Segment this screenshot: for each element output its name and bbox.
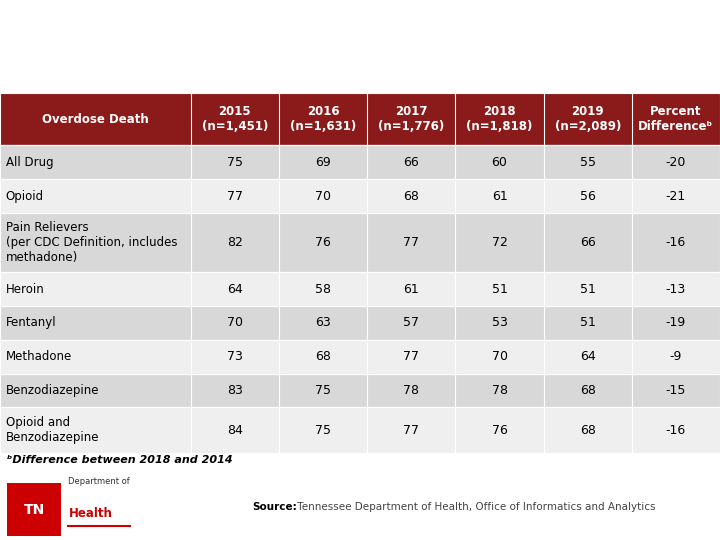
Text: 83: 83 xyxy=(227,384,243,397)
Bar xyxy=(0,213,720,272)
Text: Tennessee Department of Health, Office of Informatics and Analytics: Tennessee Department of Health, Office o… xyxy=(294,502,655,512)
Text: 61: 61 xyxy=(403,282,419,295)
Text: -16: -16 xyxy=(666,236,686,249)
Text: 77: 77 xyxy=(403,236,419,249)
Text: 68: 68 xyxy=(580,384,595,397)
Text: Benzodiazepine: Benzodiazepine xyxy=(6,384,99,397)
Text: 51: 51 xyxy=(580,316,595,329)
Text: 73: 73 xyxy=(227,350,243,363)
Text: 76: 76 xyxy=(315,236,331,249)
Bar xyxy=(0,272,720,306)
Text: -9: -9 xyxy=(670,350,682,363)
Text: 55: 55 xyxy=(580,156,595,169)
Text: 2015
(n=1,451): 2015 (n=1,451) xyxy=(202,105,268,133)
Bar xyxy=(0,145,720,179)
Text: 77: 77 xyxy=(227,190,243,202)
Text: death by type of overdose death among all individuals who died by year, 2015: death by type of overdose death among al… xyxy=(10,35,660,50)
Text: Source:: Source: xyxy=(252,502,297,512)
Text: 53: 53 xyxy=(492,316,508,329)
Text: All Drug: All Drug xyxy=(6,156,53,169)
Text: Methadone: Methadone xyxy=(6,350,72,363)
Text: Opioid and
Benzodiazepine: Opioid and Benzodiazepine xyxy=(6,416,99,444)
Text: Percent who filled any prescription in the Tennessee CSMD within 365 days of: Percent who filled any prescription in t… xyxy=(10,4,657,19)
Text: 2019
(n=2,089): 2019 (n=2,089) xyxy=(554,105,621,133)
Bar xyxy=(0,453,720,483)
Bar xyxy=(0,93,720,145)
Text: 60: 60 xyxy=(492,156,508,169)
Text: Fentanyl: Fentanyl xyxy=(6,316,56,329)
Text: 64: 64 xyxy=(580,350,595,363)
Text: 2017
(n=1,776): 2017 (n=1,776) xyxy=(378,105,444,133)
Text: 66: 66 xyxy=(403,156,419,169)
Text: 64: 64 xyxy=(227,282,243,295)
Text: 63: 63 xyxy=(315,316,331,329)
Text: a: a xyxy=(441,65,449,78)
Text: -19: -19 xyxy=(666,316,686,329)
Text: 75: 75 xyxy=(315,424,331,437)
Text: 66: 66 xyxy=(580,236,595,249)
Text: 70: 70 xyxy=(227,316,243,329)
Text: Health: Health xyxy=(68,508,112,521)
Text: -21: -21 xyxy=(666,190,686,202)
Text: 51: 51 xyxy=(492,282,508,295)
Text: 77: 77 xyxy=(403,350,419,363)
Text: 2016
(n=1,631): 2016 (n=1,631) xyxy=(290,105,356,133)
Text: 75: 75 xyxy=(315,384,331,397)
Text: -2019 (n_total=8,765, n_linked=7,646): -2019 (n_total=8,765, n_linked=7,646) xyxy=(10,65,328,81)
Text: 70: 70 xyxy=(492,350,508,363)
Text: 69: 69 xyxy=(315,156,331,169)
Text: 57: 57 xyxy=(403,316,419,329)
Bar xyxy=(0,340,720,374)
Bar xyxy=(0,306,720,340)
Text: -13: -13 xyxy=(666,282,686,295)
Bar xyxy=(0,407,720,453)
Text: 72: 72 xyxy=(492,236,508,249)
Text: 58: 58 xyxy=(315,282,331,295)
Text: 76: 76 xyxy=(492,424,508,437)
Text: 51: 51 xyxy=(580,282,595,295)
FancyBboxPatch shape xyxy=(7,483,61,536)
Text: 68: 68 xyxy=(403,190,419,202)
Text: Overdose Death: Overdose Death xyxy=(42,113,149,126)
Text: 68: 68 xyxy=(315,350,331,363)
Text: 84: 84 xyxy=(227,424,243,437)
Text: -20: -20 xyxy=(666,156,686,169)
Text: 68: 68 xyxy=(580,424,595,437)
Text: 70: 70 xyxy=(315,190,331,202)
Text: Heroin: Heroin xyxy=(6,282,45,295)
Text: 78: 78 xyxy=(403,384,419,397)
Text: Department of: Department of xyxy=(68,477,130,486)
Text: TN: TN xyxy=(24,503,45,517)
Text: Pain Relievers
(per CDC Definition, includes
methadone): Pain Relievers (per CDC Definition, incl… xyxy=(6,221,177,264)
Text: -16: -16 xyxy=(666,424,686,437)
Text: Opioid: Opioid xyxy=(6,190,44,202)
Text: 78: 78 xyxy=(492,384,508,397)
Bar xyxy=(0,179,720,213)
Text: 2018
(n=1,818): 2018 (n=1,818) xyxy=(467,105,533,133)
Text: 77: 77 xyxy=(403,424,419,437)
Text: 75: 75 xyxy=(227,156,243,169)
Text: ᵇDifference between 2018 and 2014: ᵇDifference between 2018 and 2014 xyxy=(7,455,233,465)
Text: -15: -15 xyxy=(666,384,686,397)
Text: 82: 82 xyxy=(227,236,243,249)
Text: 56: 56 xyxy=(580,190,595,202)
Text: 61: 61 xyxy=(492,190,508,202)
Bar xyxy=(0,374,720,407)
Text: Percent
Differenceᵇ: Percent Differenceᵇ xyxy=(639,105,714,133)
